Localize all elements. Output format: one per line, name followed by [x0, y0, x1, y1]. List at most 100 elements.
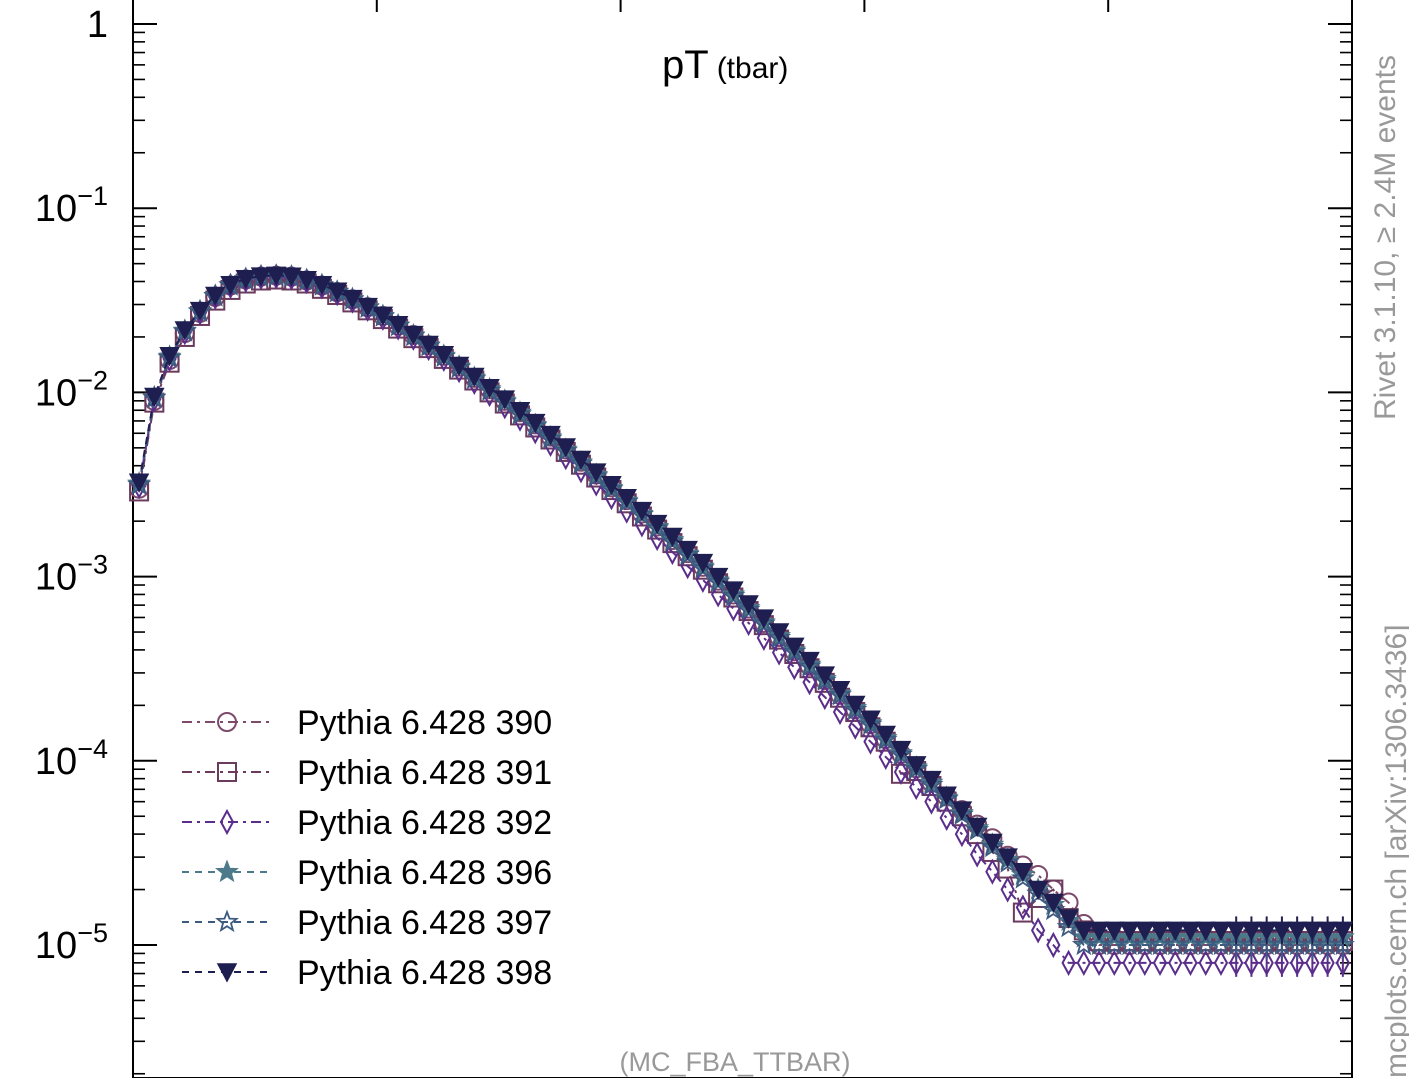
data-point — [616, 488, 637, 509]
y-tick-exponent: −1 — [77, 181, 108, 211]
legend-entry-label: Pythia 6.428 390 — [297, 704, 552, 742]
legend-entry-label: Pythia 6.428 396 — [297, 854, 552, 892]
data-point — [924, 788, 939, 815]
data-point — [357, 297, 378, 318]
data-point — [494, 390, 516, 410]
data-point — [909, 773, 924, 801]
y-tick-label: 10−3 — [35, 550, 108, 599]
data-point — [1012, 902, 1033, 923]
data-point — [954, 821, 970, 848]
data-point — [174, 321, 196, 341]
data-point — [814, 666, 836, 686]
data-point — [662, 527, 683, 548]
data-point — [555, 438, 576, 458]
data-point — [768, 623, 790, 643]
data-point — [1225, 921, 1247, 942]
data-point — [403, 325, 424, 346]
data-point — [1180, 921, 1201, 942]
data-point — [848, 713, 863, 740]
series-line — [138, 275, 1343, 964]
y-tick-label: 10−4 — [35, 734, 108, 783]
data-point — [311, 276, 333, 296]
data-point — [832, 698, 848, 726]
data-point — [509, 402, 531, 422]
data-point — [631, 501, 653, 522]
y-tick-mantissa: 10 — [35, 925, 77, 967]
data-point — [540, 425, 561, 446]
data-point — [479, 378, 500, 399]
data-point — [695, 566, 711, 593]
data-point — [1058, 909, 1079, 929]
data-point — [875, 725, 896, 746]
data-point — [860, 710, 881, 730]
y-tick-exponent: −2 — [77, 365, 108, 395]
y-tick-label: 10−2 — [35, 365, 108, 414]
data-point — [205, 286, 226, 307]
data-point — [845, 695, 866, 716]
data-point — [1061, 949, 1076, 976]
data-point — [1043, 893, 1064, 914]
data-point — [985, 858, 1000, 885]
data-point — [448, 356, 470, 377]
data-point — [982, 833, 1003, 854]
data-point — [1015, 894, 1031, 921]
legend-entry-label: Pythia 6.428 392 — [297, 804, 552, 842]
data-point — [1271, 921, 1293, 942]
mcplots-label: mcplots.cern.ch [arXiv:1306.3436] — [1380, 624, 1409, 1078]
data-point — [1041, 897, 1066, 921]
data-point — [738, 595, 759, 615]
data-point — [1210, 921, 1232, 942]
data-point — [863, 728, 878, 755]
rivet-version-label: Rivet 3.1.10, ≥ 2.4M events — [1369, 55, 1402, 420]
data-point — [1091, 949, 1107, 976]
data-point — [464, 367, 485, 388]
data-point — [1244, 949, 1259, 976]
data-point — [799, 651, 820, 672]
y-tick-mantissa: 1 — [87, 4, 108, 46]
data-point — [1168, 949, 1183, 976]
data-point — [570, 450, 592, 471]
plot-border — [132, 0, 1353, 1078]
data-point — [1332, 921, 1354, 942]
data-point — [326, 282, 348, 302]
data-point — [753, 609, 775, 629]
data-point — [707, 567, 729, 588]
y-tick-mantissa: 10 — [35, 188, 77, 230]
data-point — [1027, 880, 1049, 901]
data-point — [1137, 949, 1152, 976]
data-point — [387, 315, 409, 336]
data-point — [1286, 921, 1308, 942]
data-point — [585, 463, 607, 483]
chart-title: pT (tbar) — [662, 43, 788, 87]
data-point — [1241, 921, 1262, 942]
data-point — [1229, 949, 1244, 976]
data-point — [771, 639, 787, 666]
data-point — [1030, 917, 1046, 944]
data-point — [159, 347, 180, 367]
data-point — [1183, 949, 1198, 976]
x-axis-ticks — [375, 0, 1110, 12]
data-point — [692, 553, 714, 574]
legend: Pythia 6.428 390 Pythia 6.428 391 Pythia 6… — [182, 704, 552, 992]
data-point — [1302, 921, 1323, 942]
y-tick-exponent: −4 — [77, 734, 108, 764]
data-point — [1320, 949, 1335, 976]
data-point — [250, 267, 272, 287]
y-tick-label: 10−1 — [35, 181, 108, 230]
y-tick-mantissa: 10 — [35, 372, 77, 414]
data-point — [1164, 921, 1186, 942]
data-point — [1290, 949, 1305, 976]
legend-entry-label: Pythia 6.428 398 — [297, 954, 552, 992]
data-point — [235, 269, 257, 290]
data-point — [1330, 932, 1355, 956]
y-tick-exponent: −5 — [77, 918, 108, 948]
data-point — [1213, 949, 1229, 976]
data-point — [1088, 921, 1110, 942]
data-point — [1107, 949, 1122, 976]
data-point — [966, 817, 988, 838]
data-point — [265, 266, 287, 286]
analysis-label: (MC_FBA_TTBAR) — [619, 1047, 850, 1077]
data-point — [787, 654, 802, 681]
data-point — [1119, 921, 1140, 942]
